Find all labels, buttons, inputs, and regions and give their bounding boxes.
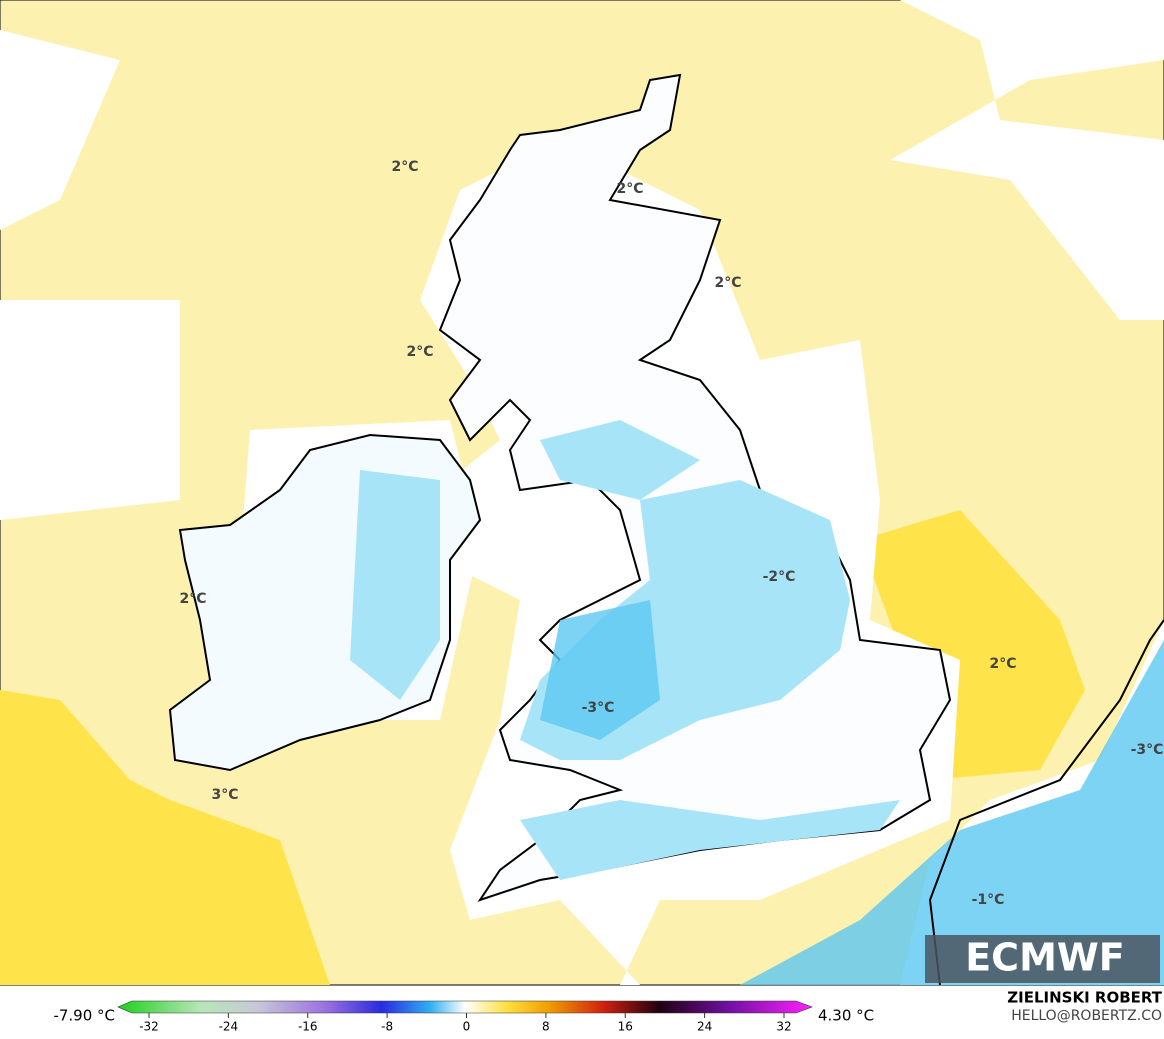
colorbar-tick-label: -16 [298,1020,318,1034]
contour-label: 2°C [179,591,206,607]
colorbar-tick-label: 16 [618,1020,633,1034]
warm-region [0,510,1085,985]
logo-box [925,935,1160,983]
map-area: ECMWF [0,0,1164,986]
contour-label: 2°C [406,344,433,360]
colorbar-strip [117,1000,813,1014]
contour-label: -2°C [763,569,796,585]
contour-label: -1°C [972,892,1005,908]
contour-label: 3°C [211,787,238,803]
colorbar-tick-label: -32 [139,1020,159,1034]
max-label: 4.30 °C [818,1007,874,1025]
strong-cold-anomaly [540,600,1164,985]
colorbar-tick-label: 8 [542,1020,550,1034]
min-label: -7.90 °C [53,1007,115,1025]
colorbar: -7.90 °C 4.30 °C [53,1000,874,1025]
colorbar-tick-label: 0 [463,1020,471,1034]
colorbar-tick-label: -24 [219,1020,239,1034]
contour-label: 2°C [616,181,643,197]
contour-label: -3°C [582,700,615,716]
contour-label: 2°C [714,275,741,291]
author: ZIELINSKI ROBERT [1007,989,1162,1007]
colorbar-tick-label: 32 [776,1020,791,1034]
email: HELLO@ROBERTZ.CO [1011,1008,1162,1024]
white-region [0,0,1164,520]
contour-label: -3°C [1131,742,1164,758]
colorbar-tick-label: 24 [697,1020,712,1034]
europe-coast [928,619,1164,986]
logo: ECMWF [965,936,1125,980]
contour-label: 2°C [989,656,1016,672]
contour-label: 2°C [391,159,418,175]
colorbar-tick-label: -8 [381,1020,393,1034]
